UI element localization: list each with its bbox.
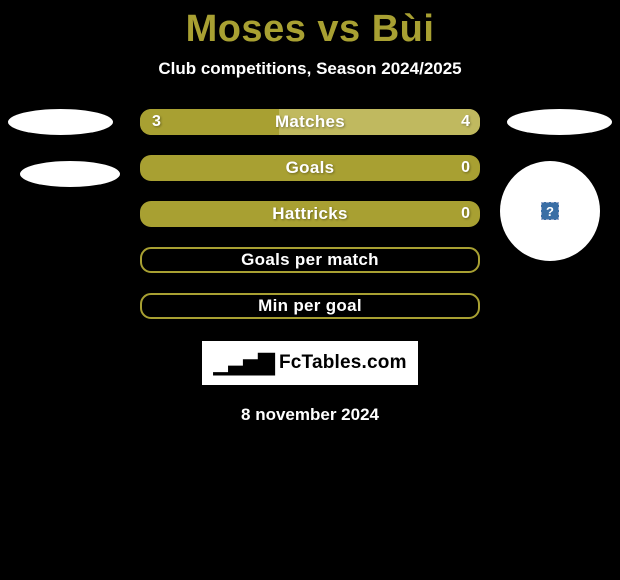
stat-matches-right-value: 4 <box>461 113 470 131</box>
stat-bar-matches: 3 Matches 4 <box>140 109 480 135</box>
stat-gpm-label: Goals per match <box>142 250 478 270</box>
player-right-avatar-circle: ? <box>500 161 600 261</box>
branding-text: FcTables.com <box>279 352 407 374</box>
branding-badge: ▁▃▅▇ FcTables.com <box>202 341 418 385</box>
footer-date: 8 november 2024 <box>0 405 620 425</box>
page-title: Moses vs Bùi <box>0 0 620 51</box>
unknown-player-icon: ? <box>541 202 559 220</box>
branding-chart-icon: ▁▃▅▇ <box>213 352 273 374</box>
stat-bar-goals: Goals 0 <box>140 155 480 181</box>
comparison-stage: ? 3 Matches 4 Goals 0 Hattricks 0 Goals … <box>0 109 620 319</box>
stat-matches-label: Matches <box>140 112 480 132</box>
player-left-avatar-2 <box>20 161 120 187</box>
stat-mpg-label: Min per goal <box>142 296 478 316</box>
player-left-avatar-1 <box>8 109 113 135</box>
stat-goals-label: Goals <box>140 158 480 178</box>
stat-bar-min-per-goal: Min per goal <box>140 293 480 319</box>
stat-bar-goals-per-match: Goals per match <box>140 247 480 273</box>
player-right-avatar-1 <box>507 109 612 135</box>
page-subtitle: Club competitions, Season 2024/2025 <box>0 59 620 79</box>
stat-hattricks-right-value: 0 <box>461 205 470 223</box>
stat-bars: 3 Matches 4 Goals 0 Hattricks 0 Goals pe… <box>140 109 480 319</box>
stat-hattricks-label: Hattricks <box>140 204 480 224</box>
stat-goals-right-value: 0 <box>461 159 470 177</box>
stat-bar-hattricks: Hattricks 0 <box>140 201 480 227</box>
